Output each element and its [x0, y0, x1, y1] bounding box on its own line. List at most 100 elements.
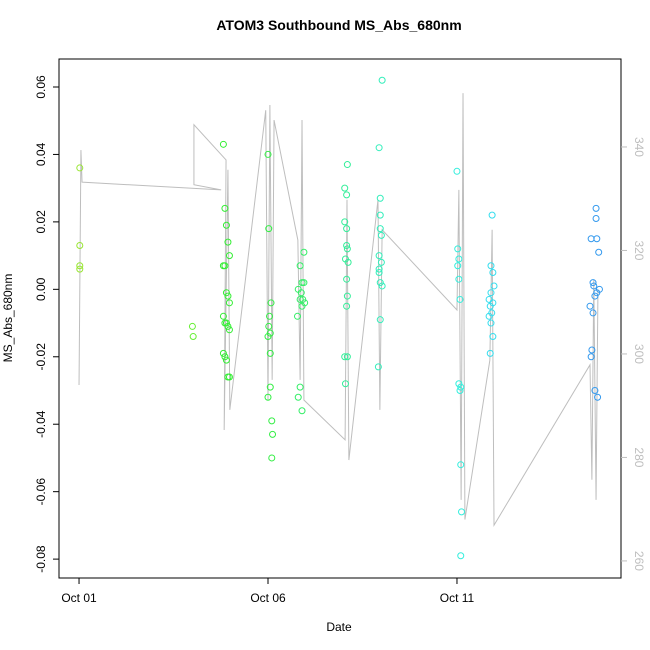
point [457, 461, 465, 469]
point [225, 373, 233, 381]
point [377, 231, 385, 239]
point [489, 268, 497, 276]
x-tick-label: Oct 01 [61, 591, 97, 605]
point [588, 346, 596, 354]
point [343, 161, 351, 169]
point [453, 167, 461, 175]
point [293, 312, 301, 320]
point [378, 282, 386, 290]
y2-tick-label: 340 [632, 137, 646, 157]
y-tick-label: 0.02 [34, 210, 48, 234]
point [76, 265, 84, 273]
y2-tick-label: 280 [632, 447, 646, 467]
point [375, 144, 383, 152]
point [297, 289, 305, 297]
point [489, 333, 497, 341]
point [221, 204, 229, 212]
y-tick-label: -0.06 [34, 478, 48, 506]
point [586, 302, 594, 310]
point [341, 184, 349, 192]
point [591, 386, 599, 394]
point [222, 221, 230, 229]
plot-frame [58, 58, 622, 579]
point [222, 356, 230, 364]
point [487, 289, 495, 297]
y-axis-label: MS_Abs_680nm [1, 274, 15, 363]
y-tick-label: -0.08 [34, 545, 48, 573]
point [266, 312, 274, 320]
y-tick-label: -0.02 [34, 343, 48, 371]
chart-title: ATOM3 Southbound MS_Abs_680nm [216, 17, 461, 33]
point [593, 235, 601, 243]
point [298, 279, 306, 287]
point [268, 454, 276, 462]
point [221, 353, 229, 361]
point [294, 393, 302, 401]
point [488, 211, 496, 219]
point [219, 349, 227, 357]
point [341, 218, 349, 226]
point [224, 238, 232, 246]
point [296, 295, 304, 303]
point [264, 150, 272, 158]
point [219, 140, 227, 148]
point [221, 262, 229, 270]
point [76, 241, 84, 249]
point [457, 552, 465, 560]
point [341, 353, 349, 361]
point [343, 292, 351, 300]
point [225, 299, 233, 307]
point [487, 319, 495, 327]
point [455, 255, 463, 263]
point [300, 279, 308, 287]
point [455, 380, 463, 388]
point [587, 353, 595, 361]
point [219, 312, 227, 320]
point [486, 302, 494, 310]
point [264, 393, 272, 401]
point [457, 383, 465, 391]
point [375, 252, 383, 260]
point [268, 417, 276, 425]
point [589, 279, 597, 287]
point [266, 349, 274, 357]
point [343, 302, 351, 310]
point [343, 275, 351, 283]
point [375, 268, 383, 276]
y2-tick-label: 300 [632, 344, 646, 364]
point [189, 333, 197, 341]
x-axis-label: Date [326, 620, 352, 634]
point [343, 353, 351, 361]
point [224, 292, 232, 300]
point [299, 295, 307, 303]
point [269, 430, 277, 438]
point [590, 282, 598, 290]
point [594, 393, 602, 401]
point [378, 76, 386, 84]
y-tick-label: 0.00 [34, 277, 48, 301]
point [374, 363, 382, 371]
point [454, 262, 462, 270]
point [343, 241, 351, 249]
point [225, 252, 233, 260]
point [490, 282, 498, 290]
point [266, 383, 274, 391]
point [376, 194, 384, 202]
point [341, 380, 349, 388]
point [343, 245, 351, 253]
point [376, 211, 384, 219]
point [265, 225, 273, 233]
point [375, 265, 383, 273]
point [456, 386, 464, 394]
point [343, 191, 351, 199]
point [296, 383, 304, 391]
point [377, 258, 385, 266]
y-tick-label: 0.06 [34, 75, 48, 99]
point [264, 333, 272, 341]
point [589, 309, 597, 317]
point [486, 349, 494, 357]
point [587, 235, 595, 243]
point [595, 248, 603, 256]
point [455, 275, 463, 283]
